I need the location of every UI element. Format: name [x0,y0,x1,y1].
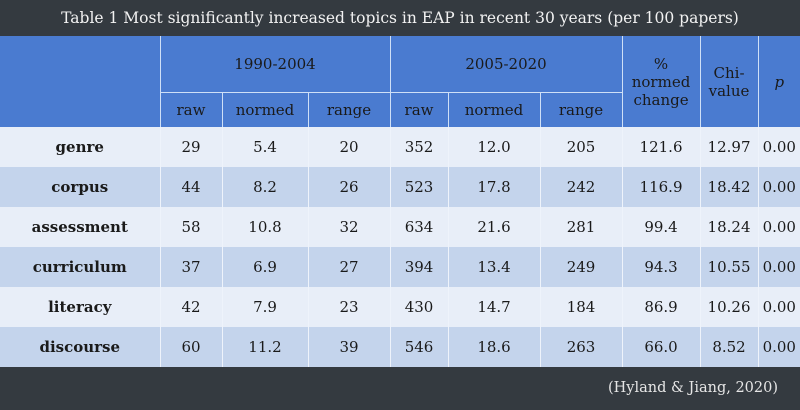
cell-p: 0.00 [757,247,800,287]
source-credit: (Hyland & Jiang, 2020) [607,380,778,396]
cell-raw-1: 60 [159,327,222,367]
cell-p: 0.00 [757,167,800,207]
header-p: p [758,36,800,127]
cell-normed-1: 7.9 [221,287,308,327]
cell-pct-change: 86.9 [621,287,701,327]
cell-range-1: 23 [307,287,391,327]
cell-raw-2: 430 [389,287,449,327]
cell-chi-value: 10.55 [699,247,759,287]
subheader-range-2: range [540,92,623,127]
row-topic: curriculum [0,247,160,287]
cell-normed-2: 14.7 [447,287,541,327]
data-table: 1990-2004 2005-2020 % normed change Chi-… [0,36,800,367]
cell-range-1: 39 [307,327,391,367]
cell-chi-value: 18.24 [699,207,759,247]
header-pct-normed-change: % normed change [622,36,701,127]
header-period-1990-2004: 1990-2004 [160,36,391,93]
cell-p: 0.00 [757,327,800,367]
row-topic: literacy [0,287,160,327]
cell-range-2: 249 [539,247,623,287]
cell-range-2: 281 [539,207,623,247]
cell-raw-1: 44 [159,167,222,207]
subheader-range-1: range [308,92,391,127]
cell-normed-1: 6.9 [221,247,308,287]
cell-chi-value: 8.52 [699,327,759,367]
header-row-top: 1990-2004 2005-2020 % normed change Chi-… [0,36,800,127]
cell-chi-value: 12.97 [699,127,759,167]
cell-normed-2: 18.6 [447,327,541,367]
cell-raw-1: 58 [159,207,222,247]
cell-range-1: 32 [307,207,391,247]
cell-pct-change: 121.6 [621,127,701,167]
cell-raw-1: 37 [159,247,222,287]
row-topic: corpus [0,167,160,207]
subheader-raw-2: raw [390,92,449,127]
cell-range-1: 20 [307,127,391,167]
table-caption: Table 1 Most significantly increased top… [61,9,739,27]
cell-range-2: 242 [539,167,623,207]
table-row: corpus 44 8.2 26 523 17.8 242 116.9 18.4… [0,167,800,207]
cell-range-2: 263 [539,327,623,367]
cell-normed-2: 13.4 [447,247,541,287]
subheader-normed-1: normed [222,92,309,127]
table-row: assessment 58 10.8 32 634 21.6 281 99.4 … [0,207,800,247]
table-row: literacy 42 7.9 23 430 14.7 184 86.9 10.… [0,287,800,327]
cell-pct-change: 99.4 [621,207,701,247]
cell-normed-1: 8.2 [221,167,308,207]
row-topic: assessment [0,207,160,247]
row-topic: genre [0,127,160,167]
table-row: discourse 60 11.2 39 546 18.6 263 66.0 8… [0,327,800,367]
header-chi-value: Chi-value [700,36,759,127]
cell-raw-2: 352 [389,127,449,167]
cell-raw-2: 634 [389,207,449,247]
subheader-raw-1: raw [160,92,223,127]
cell-chi-value: 10.26 [699,287,759,327]
subheader-normed-2: normed [448,92,541,127]
cell-range-1: 26 [307,167,391,207]
header-period-2005-2020: 2005-2020 [390,36,623,93]
header-row-sub: raw normed range raw normed range [0,92,800,127]
header-topic-cell [0,36,161,127]
cell-chi-value: 18.42 [699,167,759,207]
table-row: curriculum 37 6.9 27 394 13.4 249 94.3 1… [0,247,800,287]
cell-range-2: 205 [539,127,623,167]
cell-range-2: 184 [539,287,623,327]
cell-pct-change: 94.3 [621,247,701,287]
cell-raw-2: 394 [389,247,449,287]
cell-pct-change: 66.0 [621,327,701,367]
cell-raw-2: 523 [389,167,449,207]
table-row: genre 29 5.4 20 352 12.0 205 121.6 12.97… [0,127,800,167]
cell-range-1: 27 [307,247,391,287]
cell-normed-1: 11.2 [221,327,308,367]
cell-normed-1: 10.8 [221,207,308,247]
row-topic: discourse [0,327,160,367]
cell-p: 0.00 [757,207,800,247]
cell-raw-1: 29 [159,127,222,167]
cell-p: 0.00 [757,287,800,327]
cell-raw-1: 42 [159,287,222,327]
cell-pct-change: 116.9 [621,167,701,207]
cell-p: 0.00 [757,127,800,167]
cell-normed-2: 17.8 [447,167,541,207]
cell-normed-1: 5.4 [221,127,308,167]
cell-raw-2: 546 [389,327,449,367]
cell-normed-2: 12.0 [447,127,541,167]
cell-normed-2: 21.6 [447,207,541,247]
